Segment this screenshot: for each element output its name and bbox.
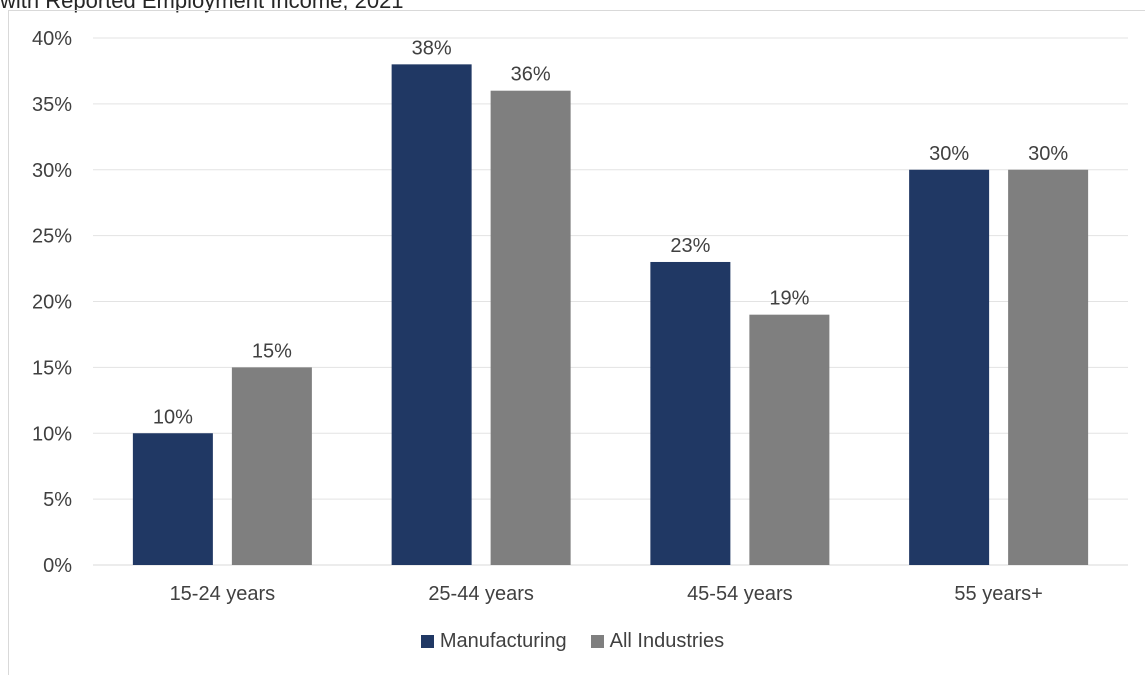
data-label: 30% xyxy=(929,143,969,165)
bars xyxy=(132,64,1089,565)
legend-label-manufacturing: Manufacturing xyxy=(439,630,567,652)
chart-title: with Reported Employment Income, 2021 xyxy=(0,0,404,13)
bar xyxy=(231,367,312,565)
bar xyxy=(132,433,213,565)
y-tick-label: 30% xyxy=(32,160,72,182)
y-tick-label: 0% xyxy=(43,555,72,577)
legend-swatch-manufacturing xyxy=(420,635,434,648)
bar xyxy=(490,90,571,565)
data-label: 36% xyxy=(511,64,551,86)
y-tick-label: 20% xyxy=(32,292,72,314)
chart-frame xyxy=(8,10,1145,675)
y-tick-label: 10% xyxy=(32,423,72,445)
y-tick-label: 35% xyxy=(32,94,72,116)
y-tick-label: 5% xyxy=(43,489,72,511)
legend-item-manufacturing: Manufacturing xyxy=(420,630,567,653)
data-label: 19% xyxy=(769,288,809,310)
data-label: 38% xyxy=(412,37,452,59)
y-tick-label: 40% xyxy=(32,28,72,50)
legend-item-all-industries: All Industries xyxy=(590,630,725,653)
legend-swatch-all-industries xyxy=(590,635,604,648)
x-tick-label: 55 years+ xyxy=(954,583,1042,605)
bar xyxy=(909,169,990,565)
y-axis: 0% 5% 10% 15% 20% 25% 30% 35% 40% xyxy=(32,28,72,577)
x-tick-label: 15-24 years xyxy=(170,583,276,605)
data-label: 23% xyxy=(670,235,710,257)
y-tick-label: 25% xyxy=(32,226,72,248)
data-labels: 10% 15% 38% 36% 23% 19% 30% 30% xyxy=(153,37,1068,428)
data-label: 15% xyxy=(252,340,292,362)
bar xyxy=(391,64,472,565)
x-tick-label: 25-44 years xyxy=(428,583,534,605)
legend: Manufacturing All Industries xyxy=(0,630,1145,653)
bar xyxy=(650,261,731,565)
data-label: 10% xyxy=(153,406,193,428)
bar xyxy=(1008,169,1089,565)
x-tick-label: 45-54 years xyxy=(687,583,793,605)
bar xyxy=(749,314,830,565)
x-axis: 15-24 years 25-44 years 45-54 years 55 year… xyxy=(170,583,1043,605)
legend-label-all-industries: All Industries xyxy=(609,630,725,652)
y-tick-label: 15% xyxy=(32,357,72,379)
data-label: 30% xyxy=(1028,143,1068,165)
